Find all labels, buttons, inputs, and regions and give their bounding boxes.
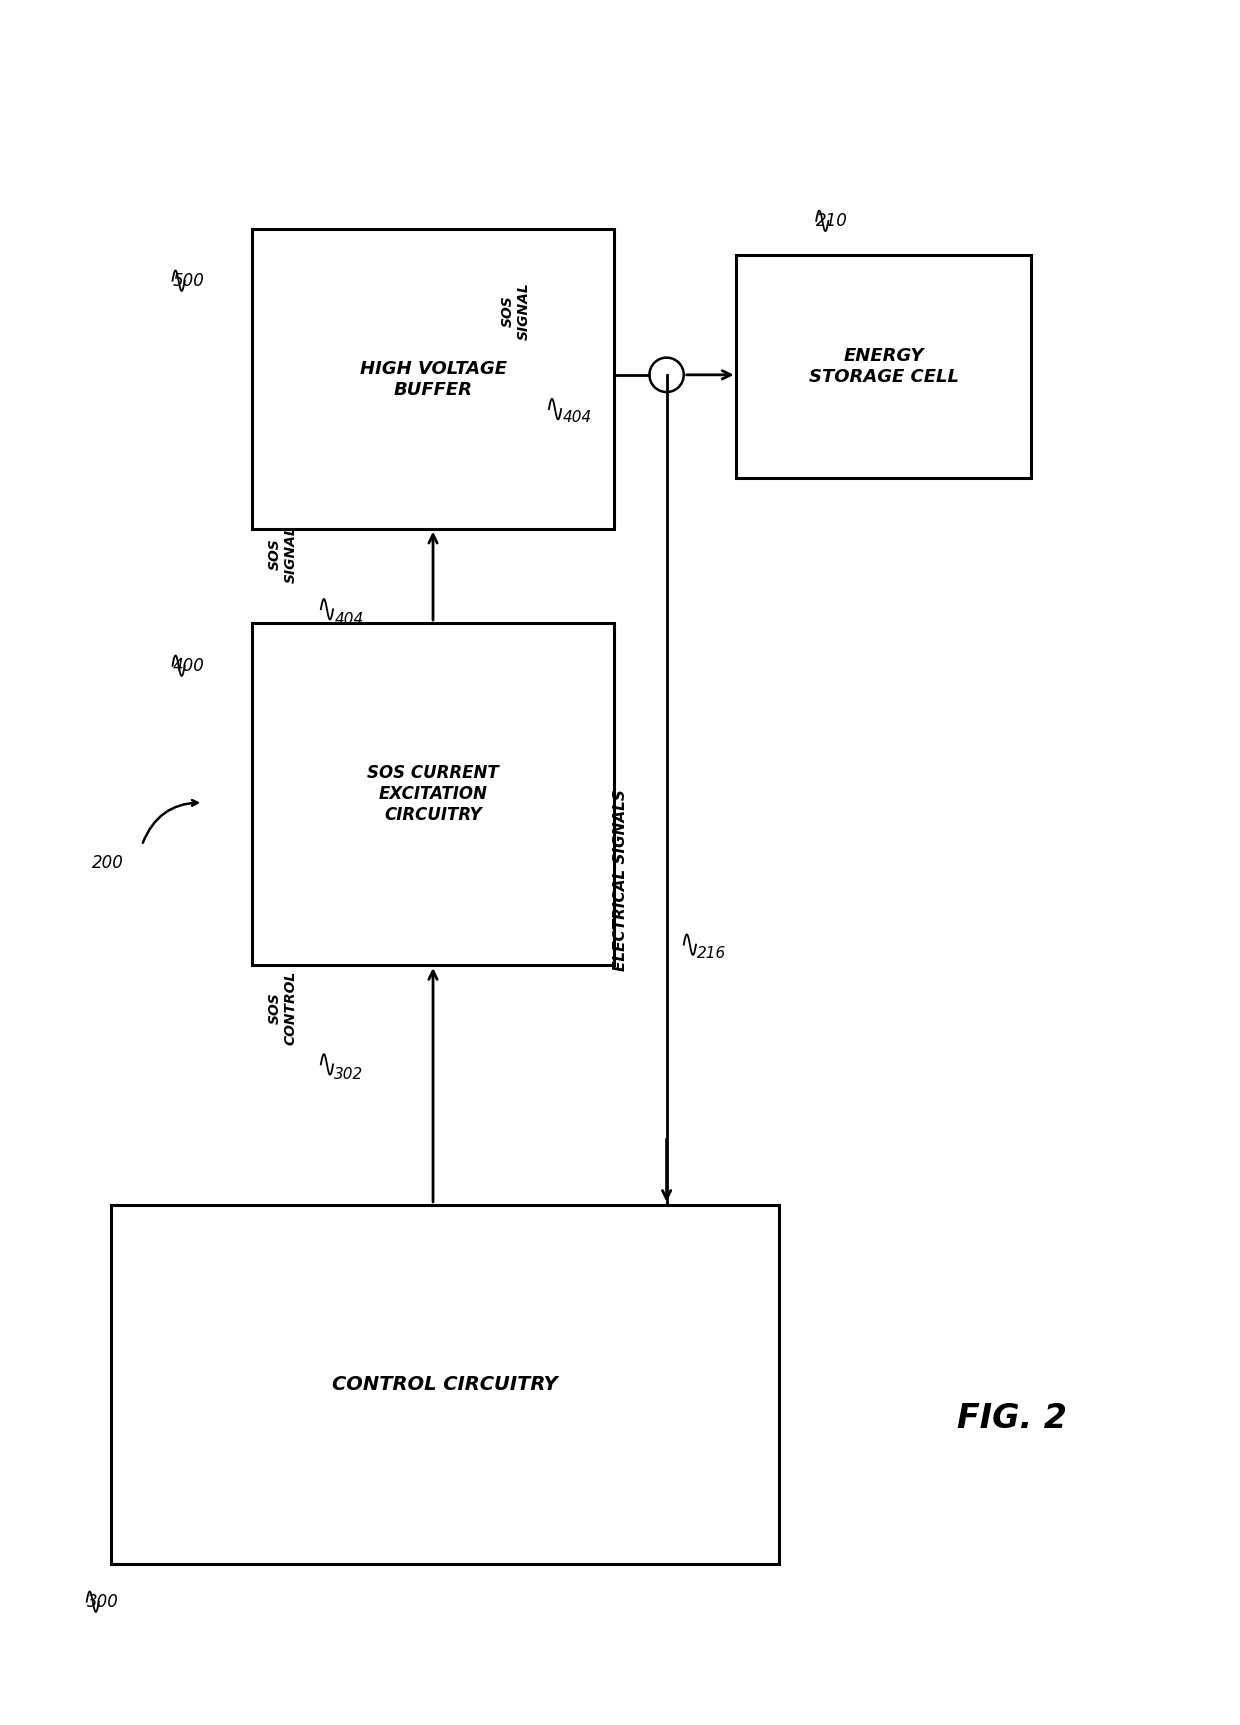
Text: FIG. 2: FIG. 2: [957, 1402, 1068, 1435]
Text: 500: 500: [172, 273, 205, 290]
FancyBboxPatch shape: [737, 255, 1030, 478]
Text: 300: 300: [87, 1592, 119, 1611]
Text: 400: 400: [172, 657, 205, 674]
Text: SOS
CONTROL: SOS CONTROL: [268, 971, 298, 1045]
Text: 404: 404: [335, 612, 363, 626]
Text: SOS
SIGNAL: SOS SIGNAL: [501, 283, 531, 340]
Text: CONTROL CIRCUITRY: CONTROL CIRCUITRY: [332, 1375, 558, 1394]
Text: 210: 210: [816, 212, 848, 229]
Text: 216: 216: [697, 945, 727, 961]
Text: SOS
SIGNAL: SOS SIGNAL: [268, 526, 298, 583]
Text: SOS CURRENT
EXCITATION
CIRCUITRY: SOS CURRENT EXCITATION CIRCUITRY: [367, 764, 498, 825]
Text: ENERGY
STORAGE CELL: ENERGY STORAGE CELL: [808, 347, 959, 386]
Text: HIGH VOLTAGE
BUFFER: HIGH VOLTAGE BUFFER: [360, 361, 506, 398]
Text: ELECTRICAL SIGNALS: ELECTRICAL SIGNALS: [613, 788, 627, 971]
FancyBboxPatch shape: [252, 229, 614, 530]
Text: 302: 302: [335, 1068, 363, 1082]
FancyBboxPatch shape: [252, 623, 614, 966]
Text: 200: 200: [92, 854, 124, 871]
Text: 404: 404: [563, 411, 591, 424]
FancyBboxPatch shape: [112, 1204, 780, 1565]
